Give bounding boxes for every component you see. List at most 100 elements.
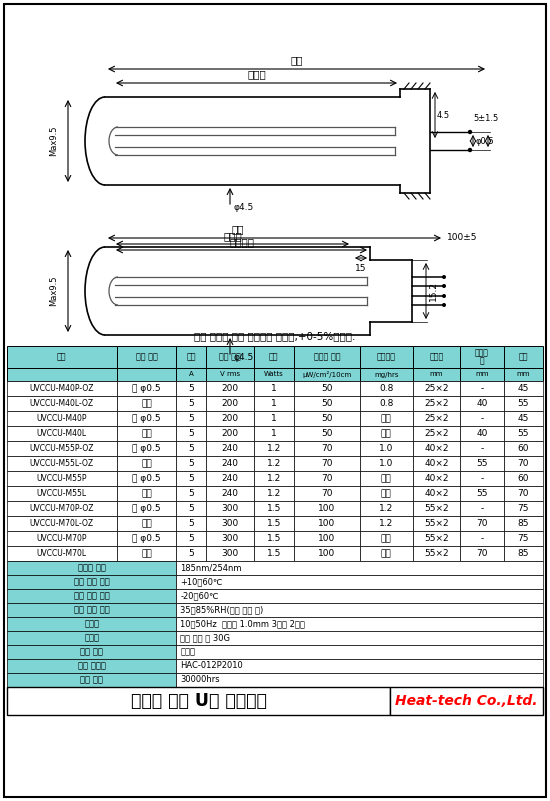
Bar xyxy=(177,673,543,687)
Bar xyxy=(7,426,117,441)
Bar xyxy=(206,531,254,546)
Text: 70: 70 xyxy=(476,519,488,528)
Text: 25×2: 25×2 xyxy=(424,429,449,438)
Text: 1: 1 xyxy=(271,429,277,438)
Bar xyxy=(460,441,504,456)
Bar xyxy=(294,486,360,501)
Bar xyxy=(360,471,412,486)
Bar xyxy=(360,546,412,561)
Text: 오산생성: 오산생성 xyxy=(377,352,396,361)
Circle shape xyxy=(443,284,446,288)
Text: 1: 1 xyxy=(271,414,277,423)
Text: 유효 전압: 유효 전압 xyxy=(219,352,241,361)
Text: 자외선 강도: 자외선 강도 xyxy=(314,352,340,361)
Bar xyxy=(504,456,543,471)
Bar xyxy=(294,516,360,531)
Text: 55: 55 xyxy=(476,489,488,498)
Bar xyxy=(177,381,206,396)
Text: 75: 75 xyxy=(518,534,529,543)
Bar xyxy=(117,396,177,411)
Text: 4.5: 4.5 xyxy=(437,111,450,119)
Text: 전선: 전선 xyxy=(141,519,152,528)
Bar xyxy=(117,441,177,456)
Text: 5: 5 xyxy=(189,489,194,498)
Bar xyxy=(460,516,504,531)
Text: 점등 방식: 점등 방식 xyxy=(80,647,103,657)
Text: 100: 100 xyxy=(318,534,336,543)
Text: V rms: V rms xyxy=(220,372,240,377)
Text: 50: 50 xyxy=(321,384,333,393)
Bar xyxy=(412,501,460,516)
Bar xyxy=(460,346,504,368)
Text: 방사선 파장: 방사선 파장 xyxy=(78,563,106,573)
Text: HAC-012P2010: HAC-012P2010 xyxy=(180,662,243,670)
Text: UVCCU-M70P-OZ: UVCCU-M70P-OZ xyxy=(30,504,94,513)
Bar xyxy=(504,441,543,456)
Bar xyxy=(177,486,206,501)
Text: 1.5: 1.5 xyxy=(267,549,281,558)
Bar xyxy=(360,486,412,501)
Text: 전류: 전류 xyxy=(186,352,196,361)
Bar xyxy=(360,456,412,471)
Bar xyxy=(254,368,294,381)
Text: 60: 60 xyxy=(518,474,529,483)
Text: UVCCU-M55L: UVCCU-M55L xyxy=(37,489,87,498)
Bar xyxy=(177,531,206,546)
Bar xyxy=(206,471,254,486)
Bar xyxy=(360,346,412,368)
Bar xyxy=(294,381,360,396)
Text: 0.8: 0.8 xyxy=(379,384,393,393)
Text: 5: 5 xyxy=(189,429,194,438)
Text: 50: 50 xyxy=(321,414,333,423)
Text: 5: 5 xyxy=(189,504,194,513)
Bar xyxy=(206,381,254,396)
Bar xyxy=(177,561,543,575)
Text: 전선: 전선 xyxy=(141,399,152,408)
Bar xyxy=(360,531,412,546)
Bar xyxy=(254,441,294,456)
Bar xyxy=(294,546,360,561)
Text: 1.0: 1.0 xyxy=(379,459,393,468)
Bar xyxy=(117,546,177,561)
Text: 55: 55 xyxy=(518,429,529,438)
Text: -: - xyxy=(480,504,483,513)
Bar xyxy=(7,603,177,617)
Bar xyxy=(460,471,504,486)
Text: mm: mm xyxy=(475,372,488,377)
Text: UVCCU-M40L-OZ: UVCCU-M40L-OZ xyxy=(30,399,94,408)
Text: 핀 φ0.5: 핀 φ0.5 xyxy=(132,444,161,453)
Bar xyxy=(177,546,206,561)
Text: 45: 45 xyxy=(518,384,529,393)
Bar xyxy=(412,368,460,381)
Text: 5: 5 xyxy=(189,399,194,408)
Text: 55: 55 xyxy=(518,399,529,408)
Text: 55×2: 55×2 xyxy=(424,549,449,558)
Text: 5: 5 xyxy=(189,384,194,393)
Text: 70: 70 xyxy=(518,489,529,498)
Bar xyxy=(412,486,460,501)
Text: 1.5: 1.5 xyxy=(267,519,281,528)
Text: 55×2: 55×2 xyxy=(424,534,449,543)
Bar xyxy=(177,659,543,673)
Bar xyxy=(7,687,390,715)
Bar xyxy=(206,441,254,456)
Bar xyxy=(412,381,460,396)
Text: 내충격: 내충격 xyxy=(84,634,99,642)
Bar xyxy=(460,396,504,411)
Bar xyxy=(254,486,294,501)
Text: 형식: 형식 xyxy=(57,352,67,361)
Text: Max9.5: Max9.5 xyxy=(50,276,58,306)
Text: 냉음극 미니 U관 자외선등: 냉음극 미니 U관 자외선등 xyxy=(130,692,266,710)
Bar xyxy=(460,531,504,546)
Text: 단자 형상: 단자 형상 xyxy=(136,352,157,361)
Bar xyxy=(177,411,206,426)
Bar xyxy=(177,617,543,631)
Bar xyxy=(390,687,543,715)
Bar xyxy=(460,546,504,561)
Bar xyxy=(7,501,117,516)
Bar xyxy=(7,617,177,631)
Bar xyxy=(504,471,543,486)
Text: 1.2: 1.2 xyxy=(379,504,393,513)
Text: 핀 φ0.5: 핀 φ0.5 xyxy=(132,474,161,483)
Bar xyxy=(294,456,360,471)
